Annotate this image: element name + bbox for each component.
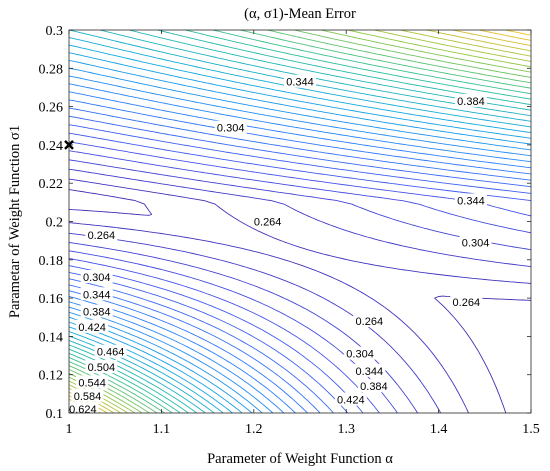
chart-title: (α, σ1)-Mean Error	[244, 6, 356, 22]
contour-line	[69, 115, 531, 413]
contour-label-text: 0.344	[356, 366, 384, 378]
contour-label: 0.304	[344, 346, 377, 361]
axis-ticks: 1 1.1 1.2 1.3 1.4 1.50.10.120.140.160.180.20.…	[39, 24, 540, 437]
contour-label: 0.464	[94, 344, 127, 359]
contour-label-text: 0.344	[457, 195, 485, 207]
y-tick-label: 0.28	[39, 62, 64, 77]
contour-label-text: 0.464	[97, 347, 125, 359]
contour-label-text: 0.304	[462, 238, 490, 250]
contour-label: 0.344	[353, 363, 386, 378]
contour-label: 0.264	[353, 314, 386, 328]
contour-label-text: 0.544	[78, 377, 106, 389]
contour-line	[69, 141, 531, 413]
y-tick-label: 0.12	[39, 369, 64, 384]
contour-label: 0.424	[334, 392, 367, 407]
contour-label-text: 0.344	[83, 289, 111, 301]
y-tick-label: 0.14	[39, 330, 64, 345]
contour-label-text: 0.264	[356, 316, 384, 328]
contour-label: 0.304	[80, 270, 113, 284]
contour-label: 0.384	[80, 304, 113, 319]
y-tick-label: 0.1	[46, 407, 64, 422]
x-tick-label: 1	[66, 422, 73, 437]
contour-label-text: 0.384	[457, 96, 485, 108]
contour-label-text: 0.304	[83, 272, 111, 284]
contour-labels: 0.344 0.384 0.304 0.344 0.264 0.264 0.304 0.304…	[66, 74, 492, 416]
contour-label: 0.304	[214, 120, 247, 135]
contour-line	[69, 107, 531, 413]
contour-label-text: 0.384	[83, 307, 111, 319]
contour-line	[69, 99, 531, 413]
x-tick-label: 1.2	[245, 422, 263, 437]
y-tick-label: 0.24	[39, 139, 64, 154]
x-marker-stroke	[64, 140, 74, 150]
contour-line	[69, 168, 531, 413]
contour-label-text: 0.424	[337, 395, 365, 407]
y-tick-label: 0.2	[46, 216, 64, 231]
contour-label-text: 0.304	[217, 123, 245, 135]
min-marker	[64, 140, 74, 150]
contour-label-text: 0.264	[453, 297, 481, 309]
contour-line	[69, 44, 531, 413]
contour-label-text: 0.264	[88, 230, 116, 242]
contour-line	[69, 132, 531, 413]
plot-area	[69, 30, 531, 413]
x-tick-label: 1.5	[522, 422, 540, 437]
y-axis-label: Parametar of Weight Function σ1	[7, 125, 23, 318]
contour-label: 0.584	[71, 388, 104, 403]
contour-line	[69, 52, 531, 413]
contour-label: 0.264	[450, 294, 483, 309]
contour-label: 0.504	[85, 360, 118, 374]
x-tick-label: 1.3	[337, 422, 355, 437]
y-tick-label: 0.26	[39, 101, 64, 116]
contour-label-text: 0.424	[78, 322, 106, 334]
x-tick-label: 1.4	[430, 422, 448, 437]
contour-label: 0.344	[454, 193, 487, 207]
contour-label: 0.424	[76, 319, 109, 334]
contour-label: 0.344	[80, 287, 113, 301]
x-axis-label: Parameter of Weight Function α	[207, 451, 393, 467]
contour-label-text: 0.624	[69, 404, 97, 416]
contour-label-text: 0.344	[286, 77, 314, 89]
contour-label-text: 0.264	[254, 217, 282, 229]
contour-label: 0.264	[251, 214, 284, 229]
contour-line	[69, 30, 531, 413]
contour-label: 0.264	[85, 227, 118, 242]
contour-label: 0.304	[459, 235, 492, 250]
contour-label: 0.384	[357, 379, 390, 393]
contour-label-text: 0.384	[360, 381, 388, 393]
y-tick-label: 0.18	[39, 254, 64, 269]
contour-line	[69, 30, 531, 413]
x-tick-label: 1.1	[153, 422, 171, 437]
contour-label-text: 0.504	[88, 362, 116, 374]
y-tick-label: 0.22	[39, 177, 64, 192]
y-tick-label: 0.16	[39, 292, 64, 307]
contour-label-text: 0.304	[346, 349, 374, 361]
contour-line	[69, 178, 531, 413]
contour-line	[69, 67, 531, 413]
contour-label-text: 0.584	[74, 391, 102, 403]
contour-label: 0.544	[76, 375, 109, 389]
contour-label: 0.384	[454, 93, 487, 108]
contour-label: 0.624	[66, 402, 99, 416]
contour-label: 0.344	[284, 74, 316, 89]
y-tick-label: 0.3	[46, 24, 64, 39]
